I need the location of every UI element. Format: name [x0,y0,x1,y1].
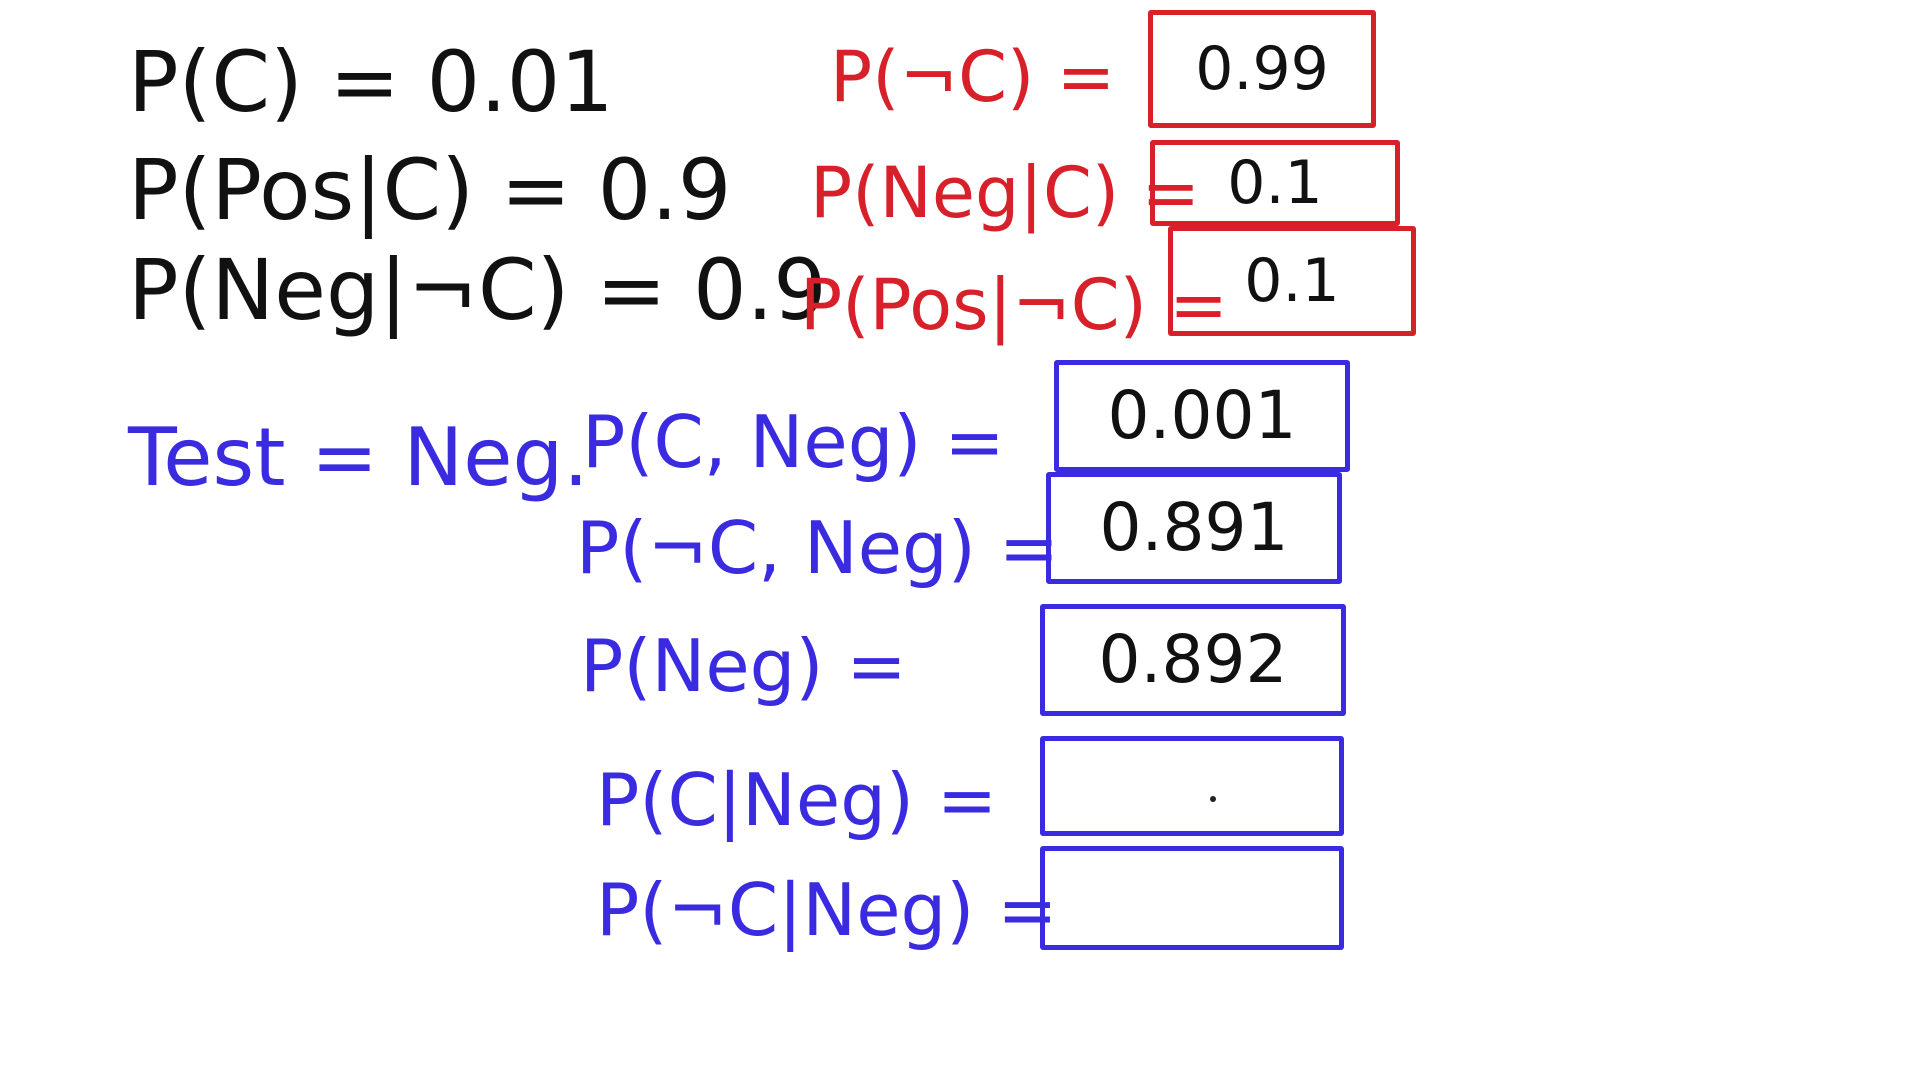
box-p-not-c: 0.99 [1148,10,1376,128]
box-p-pos-given-not-c: 0.1 [1168,226,1416,336]
box-p-not-c-neg: 0.891 [1046,472,1342,584]
value-p-not-c: 0.99 [1195,34,1329,104]
box-p-neg-given-c: 0.1 [1150,140,1400,226]
value-p-pos-given-not-c: 0.1 [1244,246,1340,316]
box-p-c-given-neg [1040,736,1344,836]
box-p-c-neg: 0.001 [1054,360,1350,472]
label-p-not-c-given-neg: P(¬C|Neg) = [596,868,1058,952]
given-p-pos-given-c: P(Pos|C) = 0.9 [128,141,732,239]
label-p-not-c: P(¬C) = [830,36,1116,118]
value-p-neg-given-c: 0.1 [1227,148,1323,218]
given-p-c: P(C) = 0.01 [128,33,614,131]
label-p-neg: P(Neg) = [580,624,907,708]
label-p-neg-given-c: P(Neg|C) = [810,152,1201,234]
label-p-c-given-neg: P(C|Neg) = [596,758,998,842]
stray-mark [1210,796,1216,802]
label-p-c-neg: P(C, Neg) = [582,400,1005,484]
box-p-neg: 0.892 [1040,604,1346,716]
given-p-neg-given-not-c: P(Neg|¬C) = 0.9 [128,241,827,339]
value-p-c-neg: 0.001 [1107,377,1297,454]
label-p-pos-given-not-c: P(Pos|¬C) = [800,264,1228,346]
value-p-neg: 0.892 [1098,621,1288,698]
test-label: Test = Neg. [128,411,589,504]
label-p-not-c-neg: P(¬C, Neg) = [576,506,1060,590]
box-p-not-c-given-neg [1040,846,1344,950]
value-p-not-c-neg: 0.891 [1099,489,1289,566]
